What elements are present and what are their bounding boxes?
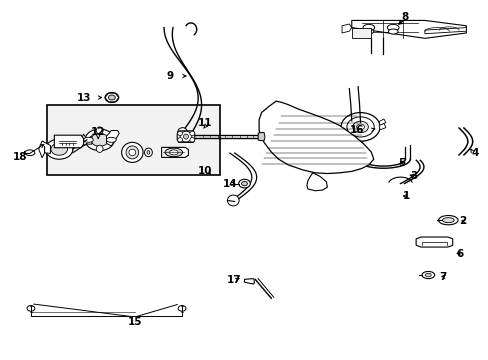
Ellipse shape <box>129 149 136 156</box>
Polygon shape <box>415 237 452 247</box>
Ellipse shape <box>169 150 178 155</box>
Text: 16: 16 <box>349 125 363 135</box>
Ellipse shape <box>177 131 182 135</box>
Ellipse shape <box>438 216 457 225</box>
Ellipse shape <box>177 138 182 142</box>
Ellipse shape <box>122 142 143 162</box>
Ellipse shape <box>356 124 364 130</box>
Ellipse shape <box>425 273 430 277</box>
Text: 5: 5 <box>397 158 405 168</box>
Ellipse shape <box>362 24 374 31</box>
Text: 14: 14 <box>222 179 237 189</box>
Ellipse shape <box>27 306 35 311</box>
Ellipse shape <box>386 24 398 31</box>
Ellipse shape <box>340 113 379 141</box>
Ellipse shape <box>421 271 434 279</box>
Text: 11: 11 <box>198 118 212 128</box>
Ellipse shape <box>51 143 67 155</box>
Ellipse shape <box>85 129 114 150</box>
Ellipse shape <box>45 139 73 159</box>
Polygon shape <box>106 131 119 146</box>
Polygon shape <box>244 279 254 284</box>
Ellipse shape <box>363 29 373 34</box>
Ellipse shape <box>105 93 119 103</box>
Ellipse shape <box>96 145 103 152</box>
Ellipse shape <box>346 117 373 137</box>
Polygon shape <box>351 28 370 39</box>
Ellipse shape <box>442 218 453 223</box>
Ellipse shape <box>108 95 115 100</box>
Ellipse shape <box>241 181 247 186</box>
Text: 13: 13 <box>76 93 91 103</box>
Polygon shape <box>258 132 264 141</box>
Ellipse shape <box>189 138 194 142</box>
Ellipse shape <box>91 134 108 146</box>
Text: 12: 12 <box>91 127 105 136</box>
Ellipse shape <box>178 306 185 311</box>
Text: 6: 6 <box>456 248 463 258</box>
Ellipse shape <box>164 148 182 157</box>
Text: 15: 15 <box>127 317 142 327</box>
Ellipse shape <box>126 146 139 159</box>
Ellipse shape <box>227 195 239 206</box>
Polygon shape <box>81 134 92 145</box>
Ellipse shape <box>25 150 35 156</box>
Polygon shape <box>378 119 385 125</box>
Text: 7: 7 <box>439 272 446 282</box>
Ellipse shape <box>352 121 367 133</box>
Ellipse shape <box>189 131 194 135</box>
Ellipse shape <box>177 128 187 137</box>
Polygon shape <box>351 21 466 39</box>
Polygon shape <box>177 131 194 142</box>
Ellipse shape <box>96 127 103 134</box>
Polygon shape <box>306 173 327 191</box>
Bar <box>47 105 220 175</box>
Ellipse shape <box>147 150 150 154</box>
Ellipse shape <box>144 148 152 157</box>
Text: 8: 8 <box>401 12 408 22</box>
Ellipse shape <box>83 137 93 142</box>
Polygon shape <box>378 123 385 130</box>
Polygon shape <box>424 28 466 34</box>
Text: 3: 3 <box>409 171 417 181</box>
Text: 1: 1 <box>402 191 409 201</box>
Ellipse shape <box>106 137 116 142</box>
Ellipse shape <box>238 179 250 188</box>
Polygon shape <box>341 24 351 33</box>
Text: 18: 18 <box>13 152 27 162</box>
Ellipse shape <box>183 134 188 139</box>
Polygon shape <box>259 101 373 174</box>
Ellipse shape <box>387 29 397 34</box>
Text: 17: 17 <box>226 275 241 285</box>
Text: 9: 9 <box>166 71 173 81</box>
Text: 2: 2 <box>458 216 466 226</box>
Polygon shape <box>54 135 83 148</box>
Polygon shape <box>39 141 50 158</box>
Ellipse shape <box>180 131 191 142</box>
Polygon shape <box>161 147 188 157</box>
Text: 4: 4 <box>470 148 478 158</box>
Text: 10: 10 <box>198 166 212 176</box>
